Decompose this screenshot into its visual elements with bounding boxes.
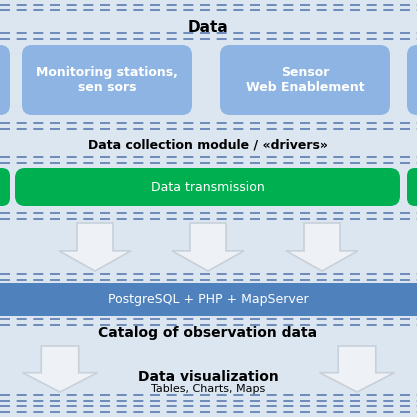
Text: Data collection module / «drivers»: Data collection module / «drivers» — [88, 139, 328, 152]
Text: Sensor
Web Enablement: Sensor Web Enablement — [246, 66, 364, 94]
FancyBboxPatch shape — [220, 45, 390, 115]
FancyBboxPatch shape — [0, 168, 10, 206]
Text: PostgreSQL + PHP + MapServer: PostgreSQL + PHP + MapServer — [108, 292, 308, 306]
Text: Tables, Charts, Maps: Tables, Charts, Maps — [151, 384, 265, 394]
FancyBboxPatch shape — [407, 168, 417, 206]
Text: Data: Data — [188, 20, 229, 35]
Text: Catalog of observation data: Catalog of observation data — [98, 326, 318, 340]
Polygon shape — [23, 346, 98, 392]
FancyBboxPatch shape — [0, 45, 10, 115]
FancyBboxPatch shape — [407, 45, 417, 115]
Text: Data visualization: Data visualization — [138, 370, 279, 384]
Polygon shape — [172, 223, 244, 271]
Polygon shape — [59, 223, 131, 271]
FancyBboxPatch shape — [0, 283, 417, 316]
Polygon shape — [286, 223, 358, 271]
Polygon shape — [319, 346, 394, 392]
FancyBboxPatch shape — [15, 168, 400, 206]
Text: Monitoring stations,
sen sors: Monitoring stations, sen sors — [36, 66, 178, 94]
Text: Data transmission: Data transmission — [151, 181, 265, 193]
FancyBboxPatch shape — [22, 45, 192, 115]
